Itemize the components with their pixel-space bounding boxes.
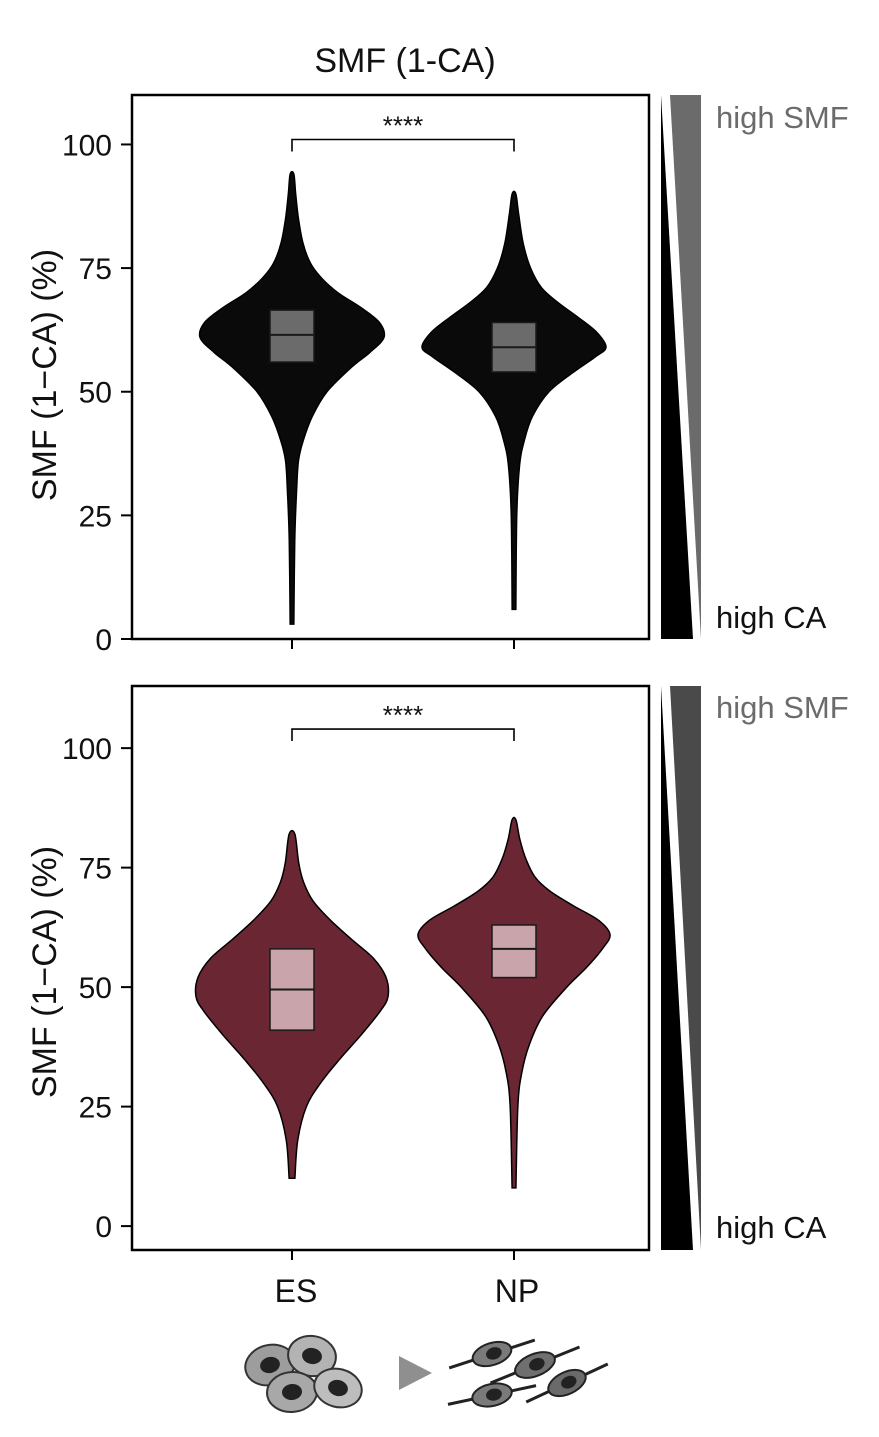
scale-wedge-dark [661,95,693,639]
es-cells-icon [244,1334,363,1414]
significance-label: **** [383,700,423,730]
violin-np [421,190,607,611]
y-tick-label: 25 [79,500,112,533]
scale-wedge-gray [670,95,701,639]
y-tick-label: 75 [79,853,112,886]
scale-top-label: high SMF [716,690,849,725]
scale-wedge-gray [670,686,701,1250]
y-tick-label: 100 [62,129,112,162]
x-tick-label-np: NP [495,1273,539,1309]
np-cells-icon [447,1338,609,1408]
y-tick-label: 25 [79,1092,112,1125]
x-tick-label-es: ES [275,1273,318,1309]
scale-bottom-label: high CA [716,1210,827,1245]
panel-top: 0 25 50 75 100 **** [62,111,607,657]
y-tick-label: 50 [79,377,112,410]
iqr-box-np [491,924,537,979]
scale-bottom-label: high CA [716,600,827,635]
significance-bracket [291,138,515,152]
y-axis-title-bottom: SMF (1−CA) (%) [26,846,64,1098]
significance-label: **** [383,111,423,141]
y-axis-title-top: SMF (1−CA) (%) [26,249,64,501]
iqr-box-es [269,309,315,363]
violin-np [417,816,611,1189]
figure-title: SMF (1-CA) [314,42,495,80]
violin-es [198,170,386,625]
y-tick-label: 0 [95,624,112,657]
triangle-arrow-icon [399,1356,432,1390]
significance-bracket [291,728,515,742]
y-tick-label: 100 [62,733,112,766]
scale-wedge-dark [661,686,693,1250]
scale-bar-top: high SMF high CA [661,95,849,639]
y-tick-label: 75 [79,253,112,286]
y-tick-label: 0 [95,1211,112,1244]
y-tick-label: 50 [79,972,112,1005]
scale-top-label: high SMF [716,100,849,135]
panel-bottom: 0 25 50 75 100 **** [62,700,611,1260]
panel-top-frame [130,93,651,641]
scale-bar-bottom: high SMF high CA [661,686,849,1250]
panel-bottom-frame [130,684,651,1252]
